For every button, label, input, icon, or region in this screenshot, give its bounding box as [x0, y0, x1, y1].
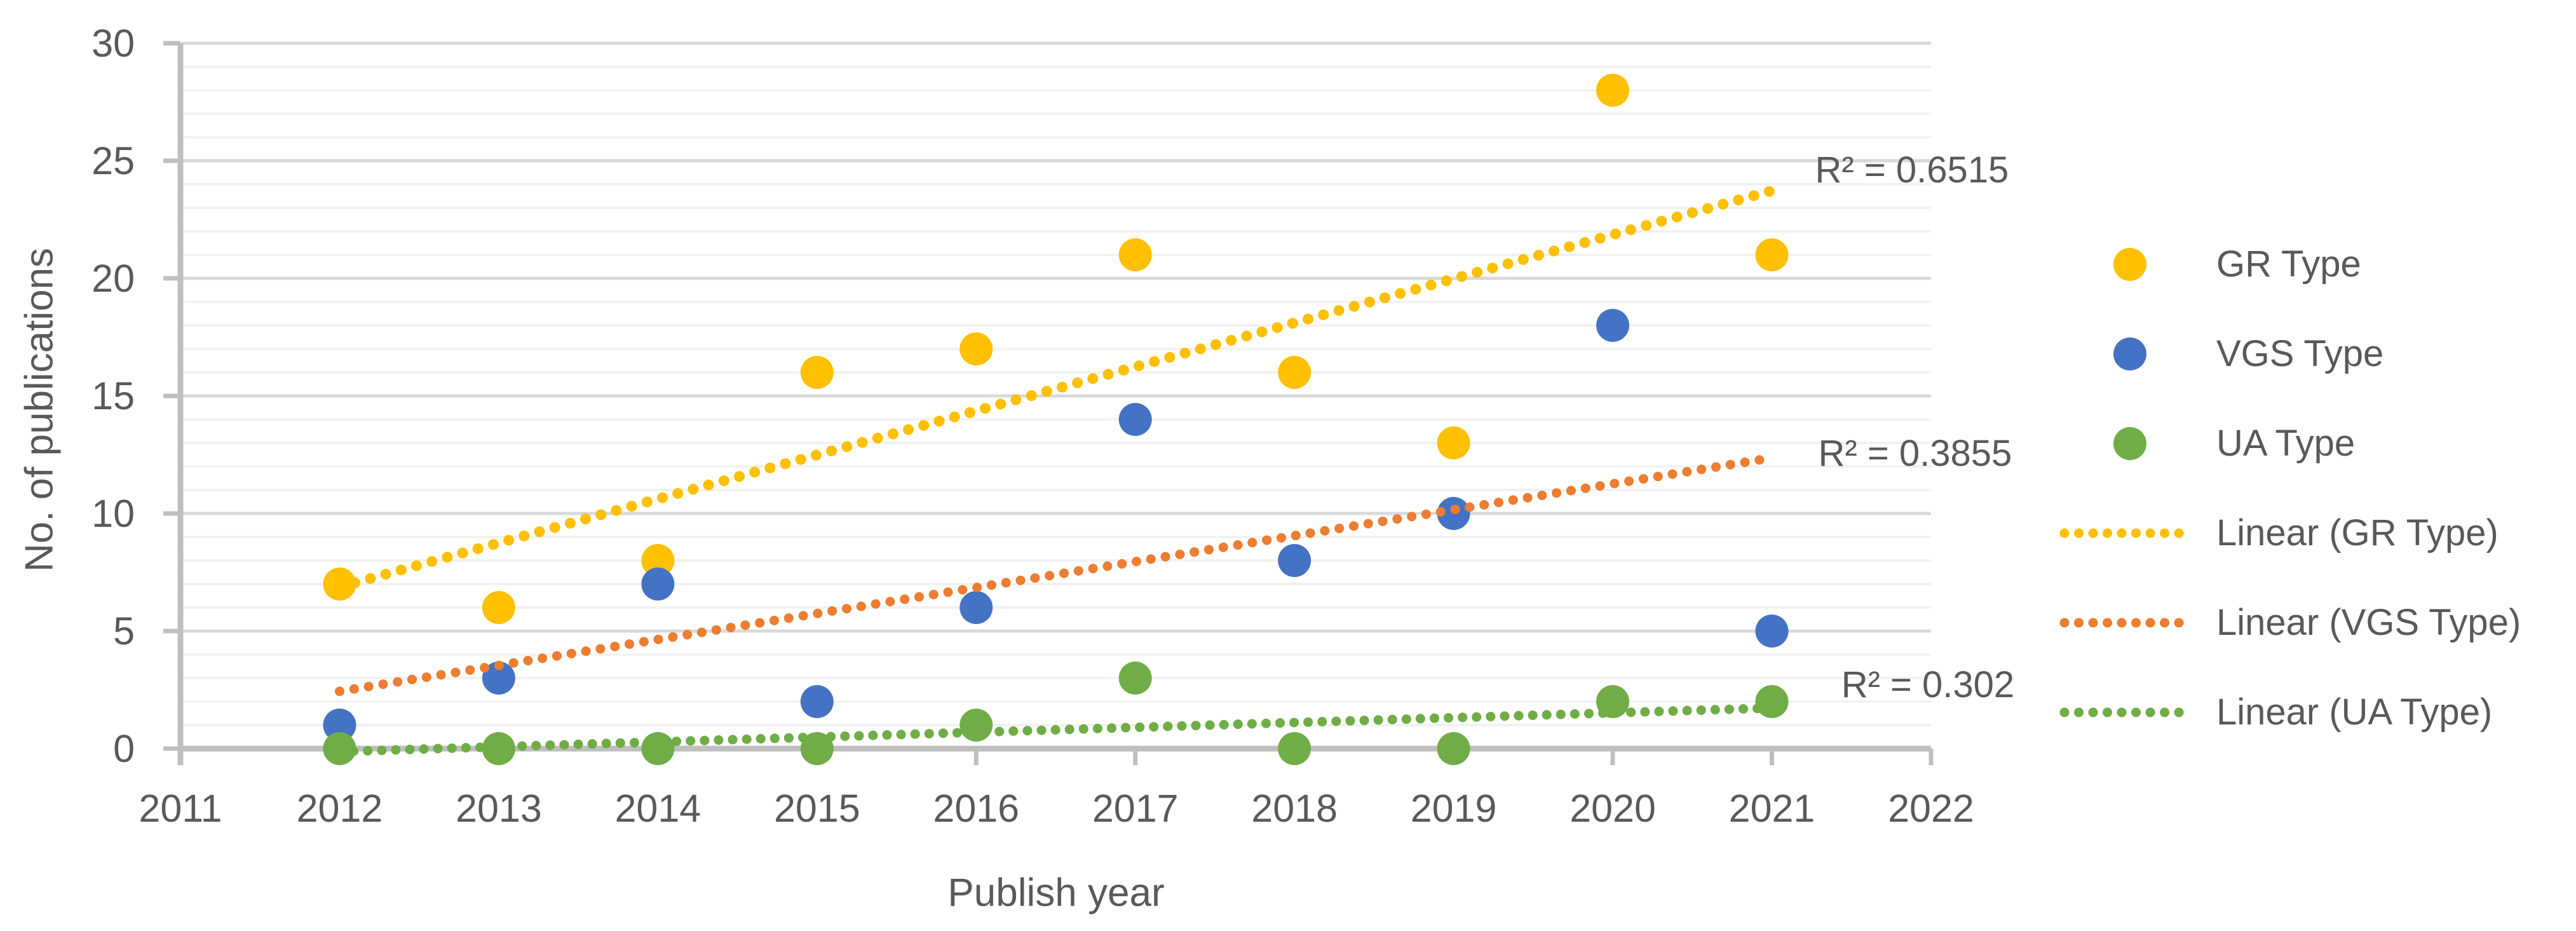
legend-label: Linear (UA Type) — [2216, 691, 2493, 733]
r-squared-label: R² = 0.6515 — [1815, 149, 2009, 191]
legend-item: GR Type — [2059, 219, 2521, 309]
data-point — [1437, 732, 1470, 765]
x-tick-label: 2020 — [1569, 787, 1656, 830]
trendline-gr-type — [334, 185, 1777, 593]
data-point — [800, 356, 834, 389]
legend-swatch — [2113, 337, 2146, 370]
data-point — [1437, 426, 1470, 459]
series-gr-type — [323, 74, 1789, 624]
y-axis-title: No. of publications — [17, 247, 62, 573]
data-point — [959, 591, 993, 624]
major-gridlines — [182, 41, 1931, 633]
x-tick-label: 2015 — [774, 787, 860, 830]
legend-marker-dot — [2113, 247, 2146, 281]
x-tick-label: 2011 — [139, 787, 222, 830]
legend-swatch — [2059, 707, 2198, 717]
data-point — [641, 544, 675, 577]
y-tick-label: 10 — [92, 492, 135, 535]
x-axis-title: Publish year — [947, 871, 1165, 915]
legend-swatch — [2113, 426, 2146, 460]
legend-swatch — [2059, 618, 2198, 627]
legend-marker-dot — [2113, 337, 2146, 370]
data-point — [323, 709, 356, 742]
series-vgs-type — [323, 309, 1789, 742]
series-ua-type — [323, 662, 1789, 765]
legend-item: Linear (GR Type) — [2059, 488, 2521, 578]
x-tick-label: 2016 — [933, 787, 1019, 830]
legend-label: Linear (GR Type) — [2216, 512, 2498, 554]
data-point — [1278, 356, 1312, 389]
minor-gridlines — [182, 65, 1931, 726]
y-tick-label: 15 — [92, 374, 135, 418]
trendline-ua-type — [334, 703, 1777, 757]
y-tick-label: 30 — [92, 22, 135, 65]
legend: GR Type VGS Type UA Type Linear (GR Type… — [2059, 219, 2521, 757]
legend-label: UA Type — [2216, 423, 2356, 464]
data-point — [1755, 685, 1789, 718]
data-point — [482, 662, 515, 695]
data-point — [1596, 74, 1630, 107]
data-point — [482, 732, 515, 765]
legend-item: UA Type — [2059, 398, 2521, 488]
legend-label: GR Type — [2216, 243, 2361, 285]
data-point — [959, 709, 993, 742]
legend-label: VGS Type — [2216, 333, 2384, 374]
x-tick-label: 2013 — [456, 787, 542, 830]
data-point — [1118, 662, 1152, 695]
legend-swatch — [2059, 528, 2198, 538]
data-point — [641, 567, 675, 601]
data-point — [1118, 238, 1152, 271]
data-point — [641, 732, 675, 765]
y-tick-label: 0 — [113, 727, 135, 770]
data-point — [482, 591, 515, 624]
y-tick-label: 25 — [92, 139, 135, 182]
r-squared-label: R² = 0.3855 — [1819, 433, 2012, 474]
data-point — [800, 732, 834, 765]
data-point — [1755, 615, 1789, 648]
x-tick-label: 2018 — [1251, 787, 1338, 830]
legend-swatch — [2113, 247, 2146, 281]
data-point — [1596, 309, 1630, 342]
y-tick-label: 20 — [92, 257, 135, 300]
legend-item: VGS Type — [2059, 309, 2521, 398]
data-point — [800, 685, 834, 718]
x-tick-label: 2019 — [1411, 787, 1497, 830]
x-tick-label: 2017 — [1092, 787, 1179, 830]
r-squared-label: R² = 0.302 — [1841, 664, 2014, 705]
data-point — [959, 332, 993, 365]
x-tick-label: 2022 — [1888, 787, 1974, 830]
y-tick-label: 5 — [113, 609, 135, 653]
trendline-vgs-type — [334, 453, 1777, 697]
legend-marker-dot — [2113, 426, 2146, 460]
legend-item: Linear (UA Type) — [2059, 667, 2521, 757]
axes: 0 5 10 15 20 25 30 2011 2012 2013 2014 2015 2016 2017… — [92, 22, 1974, 830]
x-tick-label: 2021 — [1729, 787, 1815, 830]
legend-label: Linear (VGS Type) — [2216, 602, 2521, 643]
data-point — [1755, 238, 1789, 271]
legend-item: Linear (VGS Type) — [2059, 578, 2521, 667]
x-tick-label: 2014 — [614, 787, 701, 830]
data-point — [1118, 403, 1152, 436]
x-tick-label: 2012 — [297, 787, 383, 830]
data-point — [1278, 544, 1312, 577]
data-point — [1278, 732, 1312, 765]
